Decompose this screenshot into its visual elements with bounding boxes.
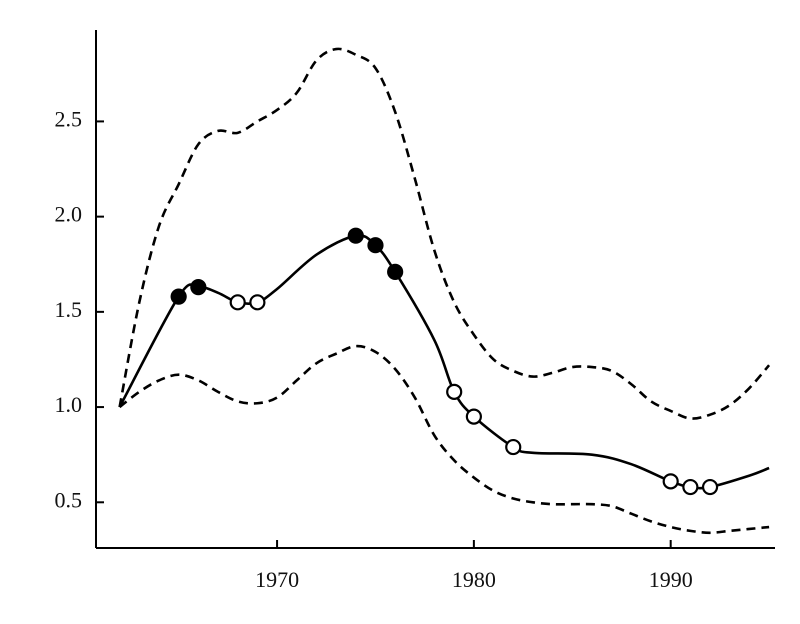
data-point: [682, 478, 699, 496]
y-tick-label: 2.0: [55, 202, 83, 227]
x-tick-label: 1970: [255, 567, 299, 592]
data-point: [367, 237, 384, 254]
data-point: [170, 288, 187, 305]
x-tick-label: 1980: [452, 567, 496, 592]
data-point: [190, 278, 207, 296]
data-point: [229, 294, 246, 311]
data-point: [347, 227, 364, 244]
data-point: [387, 263, 404, 280]
y-tick-label: 1.5: [55, 297, 83, 322]
x-tick-label: 1990: [649, 567, 693, 592]
bound-line: [118, 344, 770, 535]
data-point: [505, 438, 522, 456]
y-tick-label: 0.5: [55, 487, 83, 512]
data-point: [465, 408, 482, 425]
data-point: [446, 383, 463, 400]
data-point: [662, 473, 679, 490]
y-tick-label: 1.0: [55, 392, 83, 417]
y-tick-label: 2.5: [55, 106, 83, 131]
data-point: [701, 478, 719, 496]
data-point: [249, 294, 266, 311]
bound-line: [118, 47, 771, 420]
